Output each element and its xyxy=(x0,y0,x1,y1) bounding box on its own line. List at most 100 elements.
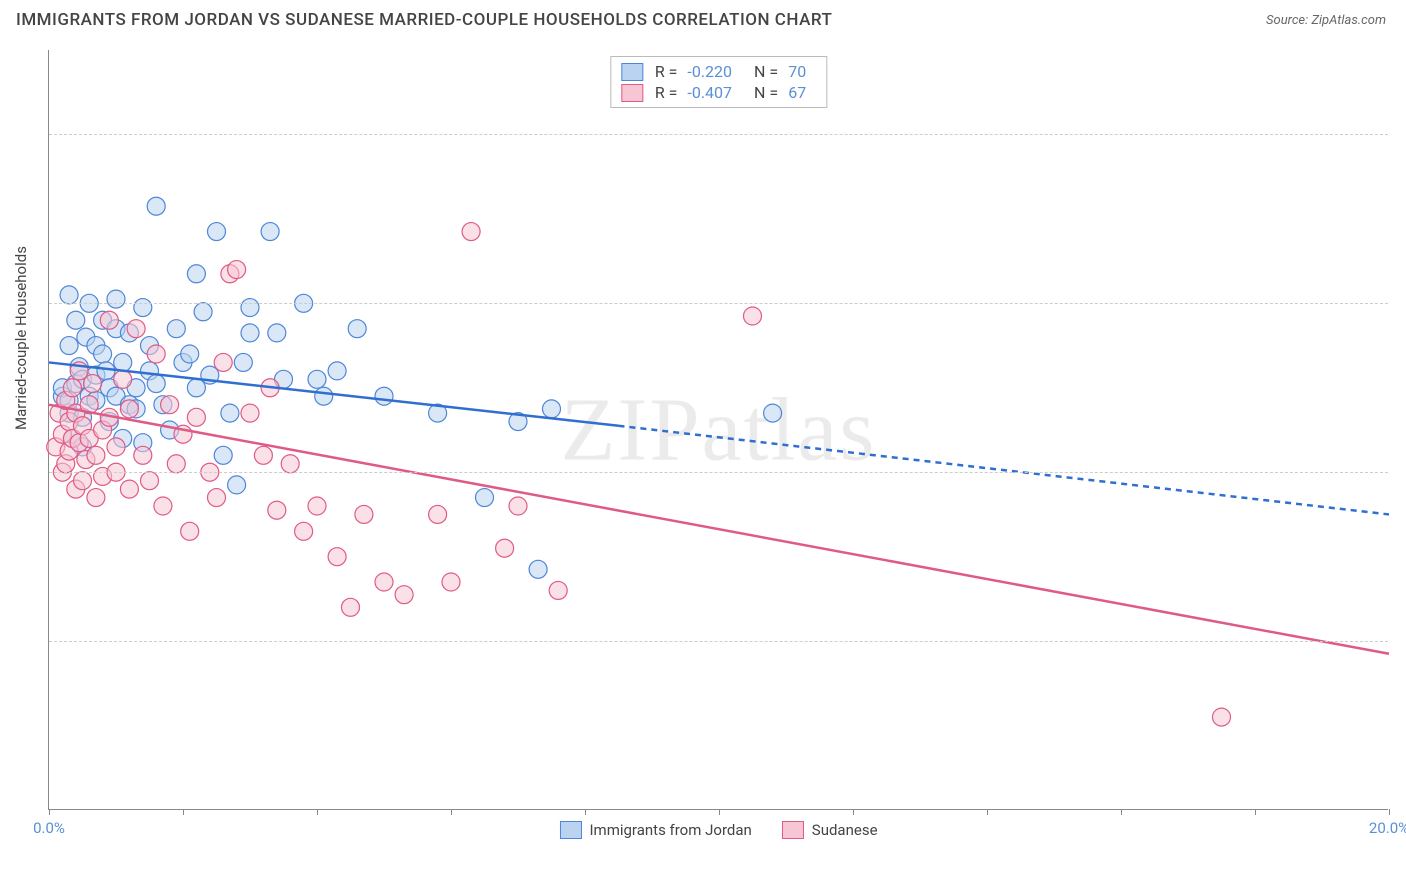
chart-plot-area: ZIPatlas R = -0.220 N = 70 R = -0.407 N … xyxy=(48,50,1388,810)
data-point xyxy=(187,408,205,426)
data-point xyxy=(476,489,494,507)
data-point xyxy=(141,472,159,490)
r-label: R = xyxy=(655,83,678,102)
data-point xyxy=(181,522,199,540)
trend-line xyxy=(49,405,1389,654)
data-point xyxy=(134,299,152,317)
data-point xyxy=(94,345,112,363)
data-point xyxy=(254,446,272,464)
data-point xyxy=(328,362,346,380)
data-point xyxy=(268,501,286,519)
data-point xyxy=(87,446,105,464)
x-tick xyxy=(853,809,854,815)
gridline xyxy=(49,303,1388,304)
data-point xyxy=(147,375,165,393)
swatch-jordan xyxy=(621,63,643,81)
x-tick xyxy=(49,809,50,815)
data-point xyxy=(342,598,360,616)
data-point xyxy=(308,370,326,388)
data-point xyxy=(348,320,366,338)
gridline xyxy=(49,472,1388,473)
data-point xyxy=(154,497,172,515)
data-point xyxy=(100,311,118,329)
legend-row-sudanese: R = -0.407 N = 67 xyxy=(621,82,816,103)
data-point xyxy=(1213,708,1231,726)
data-point xyxy=(134,446,152,464)
data-point xyxy=(261,223,279,241)
swatch-jordan-bottom xyxy=(559,821,581,839)
data-point xyxy=(429,505,447,523)
chart-title: IMMIGRANTS FROM JORDAN VS SUDANESE MARRI… xyxy=(16,10,832,30)
swatch-sudanese xyxy=(621,84,643,102)
correlation-legend: R = -0.220 N = 70 R = -0.407 N = 67 xyxy=(610,56,827,108)
trend-line-extrapolated xyxy=(619,426,1390,515)
data-point xyxy=(462,223,480,241)
data-point xyxy=(221,404,239,422)
legend-row-jordan: R = -0.220 N = 70 xyxy=(621,61,816,82)
n-value-jordan: 70 xyxy=(788,62,806,81)
x-tick xyxy=(719,809,720,815)
data-point xyxy=(161,396,179,414)
data-point xyxy=(234,353,252,371)
data-point xyxy=(214,353,232,371)
x-tick xyxy=(1255,809,1256,815)
legend-item-sudanese: Sudanese xyxy=(782,821,878,839)
swatch-sudanese-bottom xyxy=(782,821,804,839)
data-point xyxy=(208,223,226,241)
x-tick xyxy=(317,809,318,815)
data-point xyxy=(281,455,299,473)
data-point xyxy=(87,489,105,507)
legend-item-jordan: Immigrants from Jordan xyxy=(559,821,751,839)
data-point xyxy=(167,320,185,338)
data-point xyxy=(120,480,138,498)
data-point xyxy=(509,497,527,515)
data-point xyxy=(187,265,205,283)
data-point xyxy=(194,303,212,321)
data-point xyxy=(107,438,125,456)
data-point xyxy=(208,489,226,507)
data-point xyxy=(120,400,138,418)
data-point xyxy=(60,337,78,355)
x-tick-label: 0.0% xyxy=(33,819,65,837)
r-label: R = xyxy=(655,62,678,81)
data-point xyxy=(315,387,333,405)
n-value-sudanese: 67 xyxy=(788,83,806,102)
data-point xyxy=(228,261,246,279)
data-point xyxy=(114,370,132,388)
y-axis-label: Married-couple Households xyxy=(12,246,30,430)
data-point xyxy=(355,505,373,523)
data-point xyxy=(63,379,81,397)
x-tick-label: 20.0% xyxy=(1369,819,1406,837)
data-point xyxy=(147,345,165,363)
data-point xyxy=(241,324,259,342)
gridline xyxy=(49,641,1388,642)
data-point xyxy=(74,472,92,490)
data-point xyxy=(549,581,567,599)
legend-label-sudanese: Sudanese xyxy=(812,821,878,839)
data-point xyxy=(744,307,762,325)
r-value-jordan: -0.220 xyxy=(687,62,732,81)
x-tick xyxy=(451,809,452,815)
x-tick xyxy=(183,809,184,815)
data-point xyxy=(395,586,413,604)
source-label: Source: xyxy=(1266,13,1308,28)
data-point xyxy=(308,497,326,515)
x-tick xyxy=(987,809,988,815)
data-point xyxy=(543,400,561,418)
data-point xyxy=(84,375,102,393)
data-point xyxy=(375,573,393,591)
source-credit: Source: ZipAtlas.com xyxy=(1266,13,1386,28)
data-point xyxy=(375,387,393,405)
x-tick xyxy=(1389,809,1390,815)
data-point xyxy=(241,299,259,317)
n-label: N = xyxy=(754,62,778,81)
data-point xyxy=(107,290,125,308)
data-point xyxy=(60,286,78,304)
data-point xyxy=(442,573,460,591)
source-value: ZipAtlas.com xyxy=(1311,13,1386,28)
data-point xyxy=(167,455,185,473)
r-value-sudanese: -0.407 xyxy=(687,83,732,102)
data-point xyxy=(328,548,346,566)
data-point xyxy=(496,539,514,557)
series-legend: Immigrants from Jordan Sudanese xyxy=(559,821,877,839)
